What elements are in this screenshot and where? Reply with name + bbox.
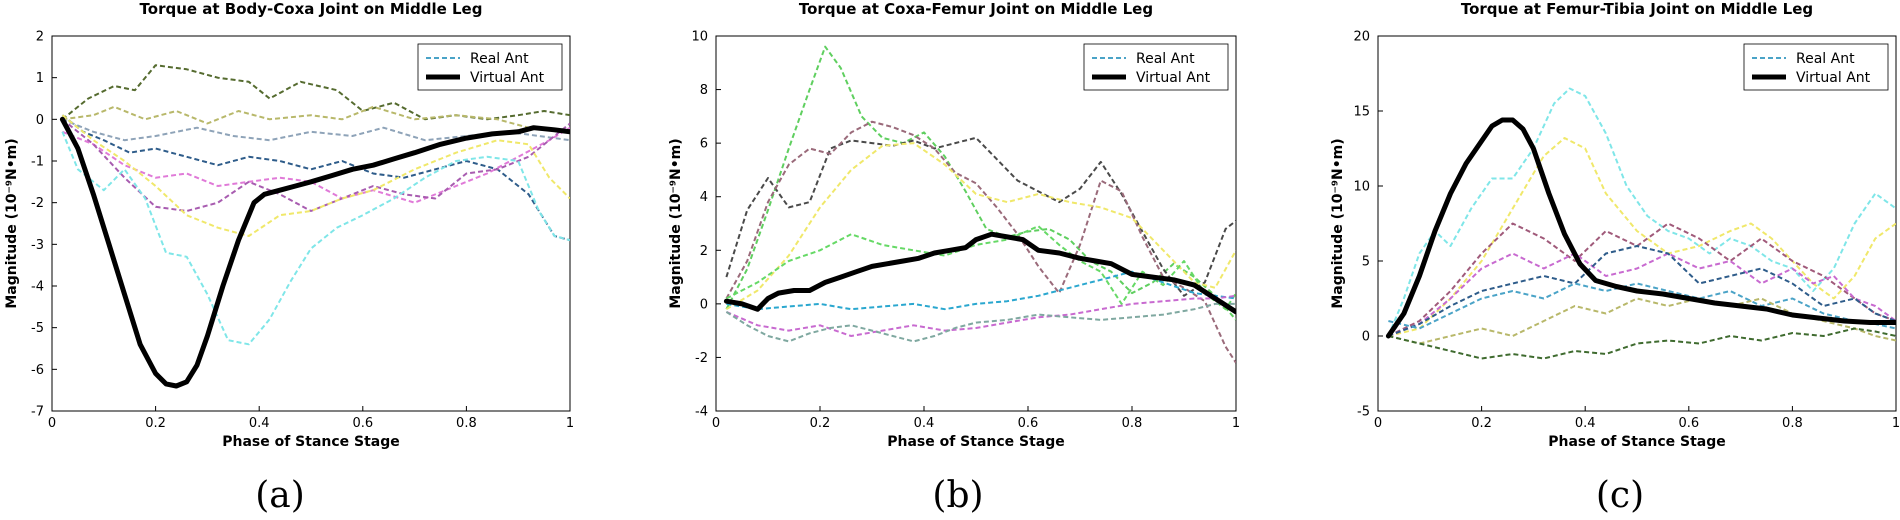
y-tick-label: 0: [1362, 330, 1370, 345]
x-tick-label: 0.2: [1471, 416, 1492, 431]
series-line-real-ant: [62, 105, 570, 133]
chart-title: Torque at Body-Coxa Joint on Middle Leg: [140, 0, 483, 18]
x-tick-label: 0.6: [1678, 416, 1699, 431]
series-line-real-ant: [1388, 245, 1896, 337]
chart-panel-3: Torque at Femur-Tibia Joint on Middle Le…: [1330, 0, 1900, 516]
panel-label: (a): [255, 475, 305, 516]
y-axis-label: Magnitude (10⁻⁹N•m): [668, 138, 684, 308]
series-line-real-ant: [725, 136, 1236, 297]
series-line-real-ant: [725, 120, 1236, 364]
series-group: [1385, 87, 1896, 360]
series-line-real-ant: [725, 45, 1236, 321]
x-tick-label: 0.2: [810, 416, 831, 431]
y-tick-label: 10: [1353, 180, 1370, 195]
x-tick-label: 0.4: [249, 416, 270, 431]
y-tick-label: 6: [700, 137, 708, 152]
y-tick-label: -1: [31, 155, 44, 170]
series-line-real-ant: [62, 118, 570, 142]
legend-label: Virtual Ant: [1796, 70, 1871, 86]
y-tick-label: -3: [31, 238, 44, 253]
x-tick-label: 0.8: [456, 416, 477, 431]
x-tick-label: 0.2: [145, 416, 166, 431]
legend: Real Ant Virtual Ant: [1083, 43, 1229, 91]
y-tick-label: -6: [31, 363, 44, 378]
panel-label: (b): [932, 475, 983, 516]
x-tick-label: 0.4: [914, 416, 935, 431]
x-tick-label: 1: [1232, 416, 1240, 431]
y-axis-label: Magnitude (10⁻⁹N•m): [4, 138, 20, 308]
chart-title: Torque at Femur-Tibia Joint on Middle Le…: [1461, 0, 1813, 18]
x-tick-label: 0: [1374, 416, 1382, 431]
y-axis-label: Magnitude (10⁻⁹N•m): [1330, 138, 1346, 308]
legend-box: [417, 43, 563, 91]
series-line-real-ant: [725, 142, 1236, 311]
chart-title: Torque at Coxa-Femur Joint on Middle Leg: [799, 0, 1153, 18]
legend-box: [1083, 43, 1229, 91]
legend: Real Ant Virtual Ant: [1743, 43, 1889, 91]
y-tick-label: 0: [36, 113, 44, 128]
y-tick-label: 10: [691, 30, 708, 45]
y-tick-label: -4: [31, 280, 44, 295]
y-tick-label: -5: [31, 321, 44, 336]
series-line-real-ant: [61, 114, 570, 237]
y-tick-label: 8: [700, 83, 708, 98]
x-tick-label: 1: [1892, 416, 1900, 431]
series-line-real-ant: [1388, 327, 1896, 360]
series-line-virtual-ant: [1385, 117, 1896, 339]
y-tick-label: 5: [1362, 255, 1370, 270]
y-tick-label: 20: [1353, 30, 1370, 45]
legend-label: Real Ant: [470, 51, 529, 67]
y-tick-label: 2: [36, 30, 44, 45]
legend: Real Ant Virtual Ant: [417, 43, 563, 91]
series-line-real-ant: [725, 225, 1236, 311]
series-line-real-ant: [1388, 282, 1896, 330]
plot-frame: [51, 35, 571, 412]
series-line-real-ant: [61, 64, 570, 121]
x-tick-label: 0: [48, 416, 56, 431]
x-tick-label: 1: [566, 416, 574, 431]
x-tick-label: 0.6: [1018, 416, 1039, 431]
series-line-real-ant: [1388, 297, 1896, 345]
x-tick-label: 0.8: [1122, 416, 1143, 431]
series-line-virtual-ant: [723, 231, 1236, 315]
y-tick-label: -2: [31, 196, 44, 211]
legend-label: Virtual Ant: [1136, 70, 1211, 86]
series-line-real-ant: [726, 270, 1236, 311]
chart-panel-2: Torque at Coxa-Femur Joint on Middle Leg…: [668, 0, 1240, 516]
y-tick-label: 4: [700, 190, 708, 205]
y-tick-label: 0: [700, 297, 708, 312]
series-line-real-ant: [1388, 252, 1896, 337]
y-tick-label: -4: [695, 405, 708, 420]
series-group: [59, 64, 570, 389]
x-tick-label: 0: [712, 416, 720, 431]
x-axis-label: Phase of Stance Stage: [222, 434, 400, 450]
y-tick-label: 2: [700, 244, 708, 259]
legend-label: Real Ant: [1796, 51, 1855, 67]
series-line-real-ant: [1387, 222, 1896, 337]
series-line-real-ant: [61, 118, 570, 212]
y-tick-label: 15: [1353, 105, 1370, 120]
y-tick-label: -7: [31, 405, 44, 420]
x-axis-label: Phase of Stance Stage: [1548, 434, 1726, 450]
series-line-real-ant: [61, 131, 570, 346]
x-tick-label: 0.4: [1575, 416, 1596, 431]
plot-frame: [1377, 35, 1897, 412]
plot-frame: [715, 35, 1237, 412]
legend-label: Real Ant: [1136, 51, 1195, 67]
series-line-real-ant: [726, 294, 1236, 337]
series-group: [723, 45, 1236, 364]
legend-box: [1743, 43, 1889, 91]
x-tick-label: 0.6: [352, 416, 373, 431]
y-tick-label: 1: [36, 71, 44, 86]
series-line-virtual-ant: [59, 116, 570, 389]
x-tick-label: 0.8: [1782, 416, 1803, 431]
chart-panel-1: Torque at Body-Coxa Joint on Middle Leg 0…: [4, 0, 574, 516]
y-tick-label: -2: [695, 351, 708, 366]
panel-label: (c): [1596, 475, 1644, 516]
legend-label: Virtual Ant: [470, 70, 545, 86]
y-tick-label: -5: [1357, 405, 1370, 420]
series-line-real-ant: [725, 302, 1236, 343]
x-axis-label: Phase of Stance Stage: [887, 434, 1065, 450]
